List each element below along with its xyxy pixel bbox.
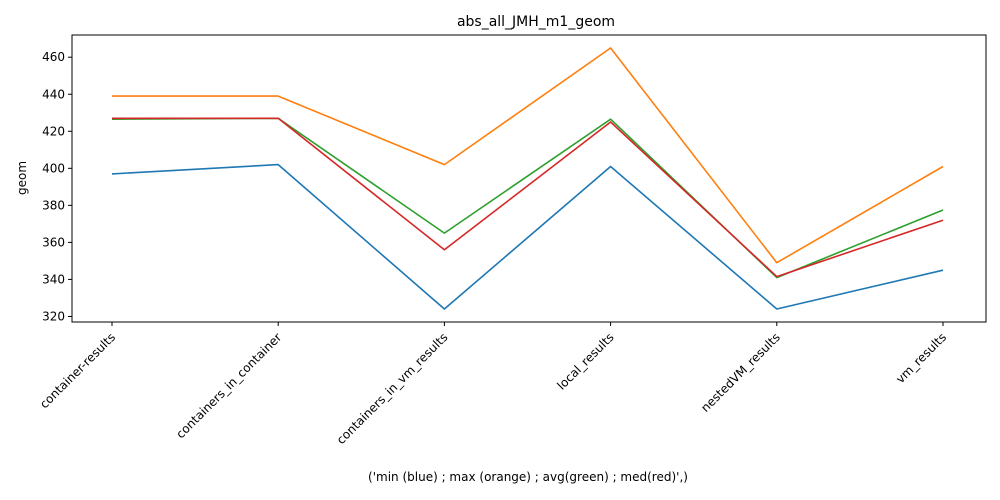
y-tick-label: 320 <box>42 309 65 323</box>
y-tick-label: 360 <box>42 235 65 249</box>
x-axis-label: ('min (blue) ; max (orange) ; avg(green)… <box>368 470 688 484</box>
x-axis: container-results containers_in_container… <box>37 322 949 447</box>
series-line-0 <box>111 163 944 310</box>
y-tick-label: 400 <box>42 161 65 175</box>
x-tick-label: local_results <box>554 330 616 392</box>
chart-title: abs_all_JMH_m1_geom <box>457 14 615 30</box>
x-tick-label: nestedVM_results <box>698 330 783 415</box>
y-tick-label: 420 <box>42 124 65 138</box>
series-line-2 <box>111 117 944 279</box>
x-tick-label: vm_results <box>893 330 949 386</box>
x-tick-label: container-results <box>37 330 118 411</box>
x-tick-label: containers_in_container <box>173 330 284 441</box>
series-line-1 <box>112 47 944 264</box>
y-tick-label: 380 <box>42 198 65 212</box>
series-lines <box>111 47 944 310</box>
plot-frame <box>71 34 987 323</box>
y-tick-label: 460 <box>42 50 65 64</box>
y-axis-label: geom <box>15 161 29 195</box>
x-tick-label: containers_in_vm_results <box>334 330 451 447</box>
series-line-3 <box>112 117 944 278</box>
y-axis: 320 340 360 380 400 420 440 460 <box>42 50 72 323</box>
y-tick-label: 340 <box>42 272 65 286</box>
y-tick-label: 440 <box>42 87 65 101</box>
